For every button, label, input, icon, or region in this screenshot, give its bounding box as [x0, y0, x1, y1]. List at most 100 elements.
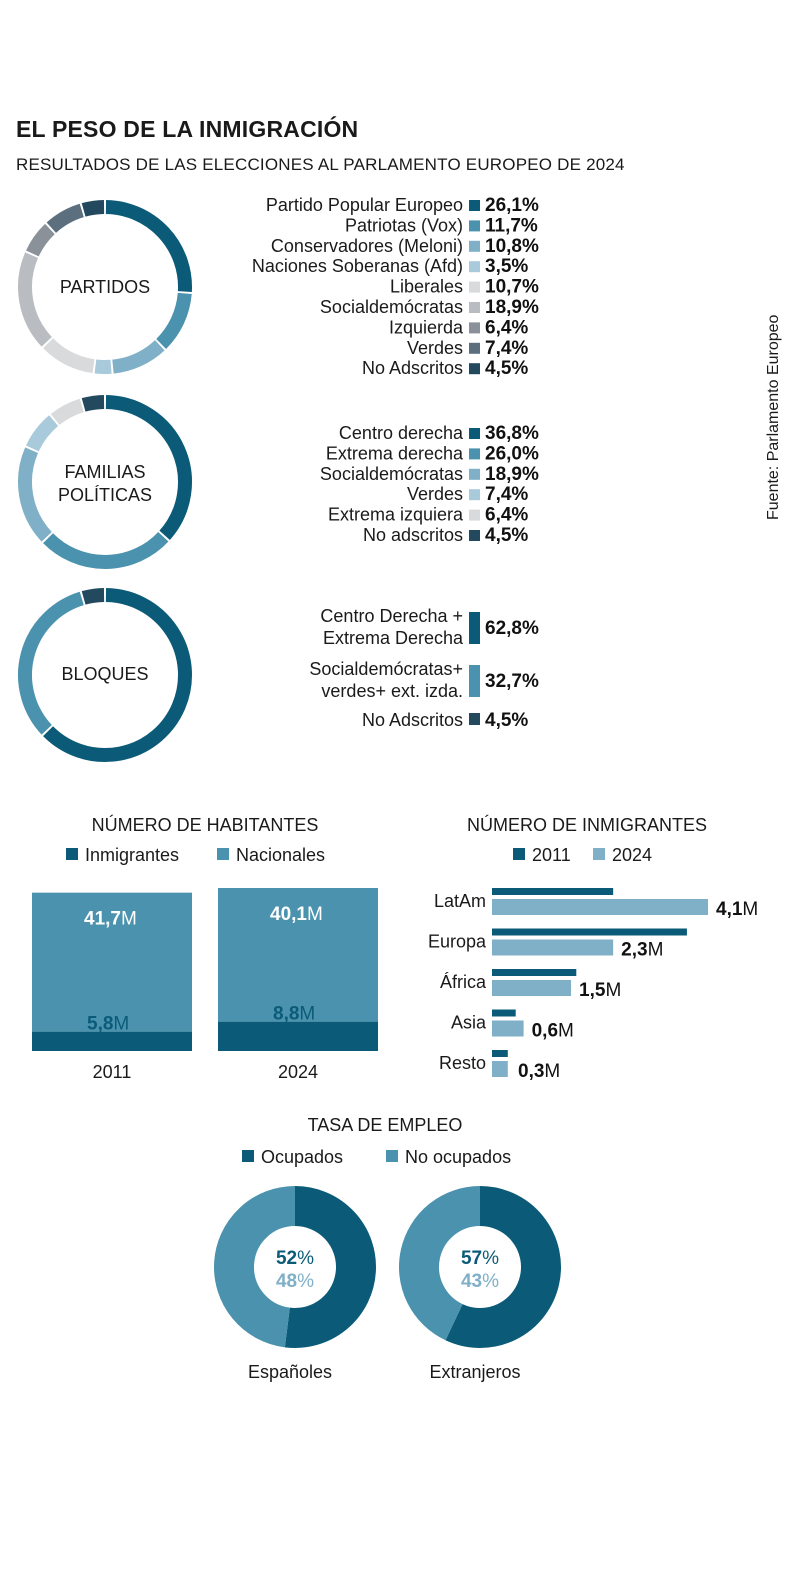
inmigrantes-bar-2024 [492, 939, 614, 956]
empleo-donut-1-slice-2 [214, 1186, 296, 1348]
empleo-legend-label: Ocupados [261, 1147, 343, 1167]
empleo-value-ocupados: 57% [461, 1248, 499, 1269]
partidos-legend-swatch [469, 240, 480, 252]
inmigrantes-category-label: Asia [451, 1013, 487, 1033]
familias-donut-slice-3 [18, 447, 52, 542]
familias-donut-slice-1 [105, 395, 192, 540]
inmigrantes-bar-2011 [492, 888, 614, 895]
habitantes-label-inmigrantes: 8,8M [273, 1004, 315, 1025]
familias-center-label: FAMILIAS [64, 462, 145, 482]
bloques-legend-label: verdes+ ext. izda. [321, 681, 463, 701]
inmigrantes-legend-swatch [513, 848, 525, 860]
partidos-legend-label: Partido Popular Europeo [266, 195, 463, 215]
familias-donut-slice-6 [81, 395, 105, 412]
partidos-legend-swatch [469, 261, 480, 273]
bloques-legend-label: Centro Derecha + [320, 606, 463, 626]
partidos-legend-label: Patriotas (Vox) [345, 215, 463, 235]
partidos-legend-swatch [469, 220, 480, 232]
familias-legend-swatch [469, 530, 480, 541]
partidos-legend-value: 3,5% [485, 256, 528, 277]
partidos-legend-swatch [469, 200, 480, 211]
empleo-legend-swatch [242, 1150, 254, 1162]
partidos-legend-label: Naciones Soberanas (Afd) [252, 256, 463, 276]
familias-legend-swatch [469, 489, 480, 501]
partidos-legend-swatch [469, 322, 480, 334]
familias-legend-value: 7,4% [485, 484, 528, 505]
partidos-donut-slice-8 [46, 203, 85, 234]
familias-donut [18, 395, 192, 569]
partidos-legend-value: 10,7% [485, 277, 539, 298]
inmigrantes-bar-label: 0,6M [532, 1021, 574, 1042]
habitantes-label-inmigrantes: 5,8M [87, 1014, 129, 1035]
familias-legend-value: 4,5% [485, 525, 528, 546]
familias-donut-slice-5 [50, 398, 85, 426]
bloques-center-label: BLOQUES [61, 664, 148, 684]
partidos-legend-value: 6,4% [485, 317, 528, 338]
bloques-legend-swatch [469, 713, 480, 725]
empleo-legend-label: No ocupados [405, 1147, 511, 1167]
partidos-donut-slice-9 [81, 200, 105, 217]
familias-legend-label: Socialdemócratas [320, 464, 463, 484]
partidos-legend-value: 11,7% [485, 215, 538, 236]
inmigrantes-bar-label: 1,5M [579, 980, 621, 1001]
empleo-value-no-ocupados: 48% [276, 1271, 314, 1292]
partidos-legend-label: Liberales [390, 277, 463, 297]
partidos-legend-swatch [469, 302, 480, 313]
habitantes-legend-label: Inmigrantes [85, 845, 179, 865]
partidos-legend-swatch [469, 363, 480, 375]
bloques-legend-value: 4,5% [485, 710, 528, 731]
habitantes-label-nacionales: 40,1M [270, 904, 323, 925]
familias-legend-swatch [469, 509, 480, 521]
inmigrantes-bar-2024 [492, 1061, 508, 1077]
inmigrantes-bar-2011 [492, 1050, 508, 1057]
inmigrantes-category-label: LatAm [434, 891, 486, 911]
empleo-group-label: Españoles [248, 1362, 332, 1382]
inmigrantes-category-label: Europa [428, 932, 487, 952]
empleo-donut-1 [214, 1186, 376, 1348]
bloques-legend-value: 62,8% [485, 618, 539, 639]
bloques-legend-label: Socialdemócratas+ [309, 659, 463, 679]
bloques-legend-value: 32,7% [485, 671, 539, 692]
partidos-legend-value: 18,9% [485, 297, 539, 318]
familias-legend-value: 26,0% [485, 443, 539, 464]
partidos-legend-label: Verdes [407, 338, 463, 358]
habitantes-bar-nacionales [32, 892, 192, 1032]
habitantes-label-nacionales: 41,7M [84, 909, 137, 930]
inmigrantes-legend-label: 2011 [532, 845, 571, 865]
habitantes-legend-label: Nacionales [236, 845, 325, 865]
inmigrantes-bar-label: 0,3M [518, 1061, 560, 1082]
habitantes-title: NÚMERO DE HABITANTES [92, 814, 319, 835]
inmigrantes-legend-label: 2024 [612, 845, 652, 865]
partidos-donut-slice-5 [43, 338, 95, 374]
inmigrantes-category-label: Resto [439, 1053, 486, 1073]
bloques-legend-label: Extrema Derecha [323, 628, 464, 648]
partidos-donut-slice-1 [105, 200, 192, 292]
bloques-legend-label: No Adscritos [362, 710, 463, 730]
familias-center-label: POLÍTICAS [58, 485, 152, 505]
familias-donut-slice-4 [26, 415, 59, 452]
inmigrantes-bar-label: 2,3M [621, 940, 663, 961]
familias-legend-label: Extrema derecha [326, 443, 464, 463]
inmigrantes-title: NÚMERO DE INMIGRANTES [467, 814, 707, 835]
inmigrantes-bar-2011 [492, 1009, 516, 1017]
partidos-donut [18, 200, 192, 374]
familias-legend-swatch [469, 448, 480, 460]
habitantes-legend-swatch [217, 848, 229, 860]
empleo-donut-2 [399, 1186, 561, 1348]
empleo-group-label: Extranjeros [429, 1362, 520, 1382]
partidos-legend-label: No Adscritos [362, 358, 463, 378]
bloques-legend-swatch [469, 665, 480, 697]
empleo-donut-2-slice-2 [399, 1186, 481, 1341]
partidos-legend-swatch [469, 281, 480, 293]
partidos-donut-slice-7 [26, 223, 55, 257]
page-subtitle: RESULTADOS DE LAS ELECCIONES AL PARLAMEN… [16, 155, 625, 174]
familias-legend-label: Centro derecha [339, 423, 464, 443]
familias-legend-label: Verdes [407, 484, 463, 504]
inmigrantes-bar-2024 [492, 899, 708, 915]
page-title: EL PESO DE LA INMIGRACIÓN [16, 116, 359, 142]
familias-legend-value: 36,8% [485, 423, 539, 444]
partidos-donut-slice-2 [156, 292, 192, 349]
partidos-legend-value: 7,4% [485, 338, 528, 359]
habitantes-bar-nacionales [218, 888, 378, 1022]
